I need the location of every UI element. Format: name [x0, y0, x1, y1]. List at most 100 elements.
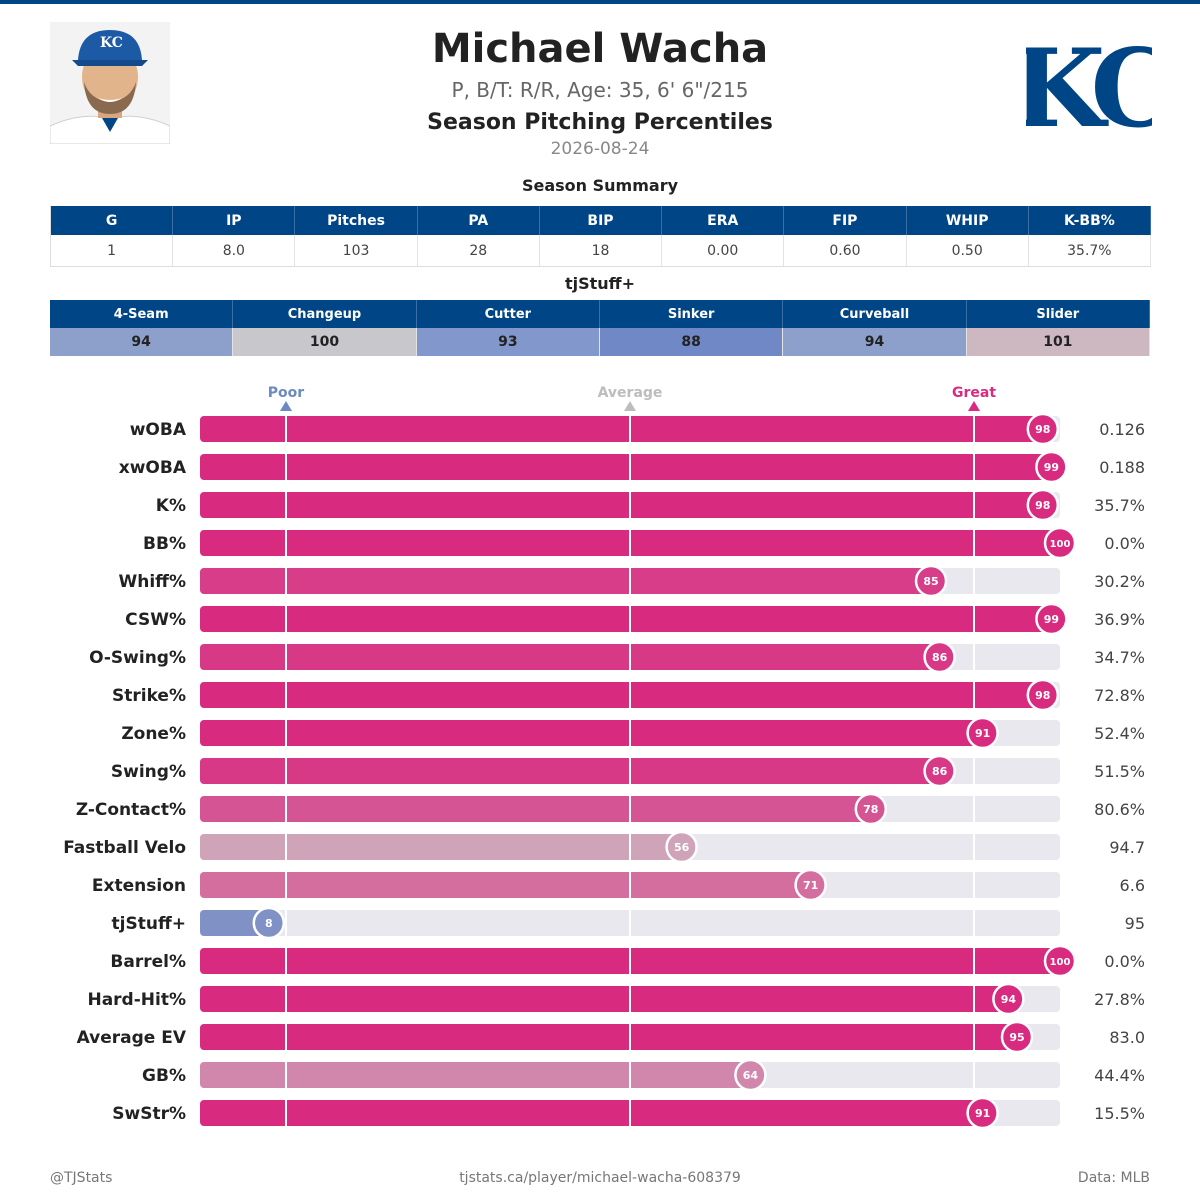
metric-value: 52.4% [1094, 724, 1145, 743]
percentile-bar [200, 1100, 983, 1126]
pitch-header-cutter: Cutter [416, 300, 600, 328]
summary-value-bip: 18 [540, 235, 663, 266]
marker-arrow-icon [968, 401, 980, 411]
report-date: 2026-08-24 [550, 139, 650, 159]
percentile-bar [200, 986, 1009, 1012]
summary-value-era: 0.00 [662, 235, 785, 266]
pitch-header-changeup: Changeup [233, 300, 417, 328]
pitch-header-4seam: 4-Seam [50, 300, 234, 328]
player-headshot: KC [50, 22, 170, 144]
percentile-label: 94 [1001, 993, 1017, 1006]
metric-label: Zone% [121, 724, 186, 744]
percentile-label: 86 [932, 651, 948, 664]
percentile-badge [1043, 526, 1077, 560]
metric-label: Extension [92, 876, 186, 896]
percentile-label: 56 [674, 841, 690, 854]
metric-value: 0.0% [1104, 952, 1145, 971]
percentile-label: 85 [923, 575, 938, 588]
summary-header-ip: IP [173, 206, 296, 235]
marker-arrow-icon [624, 401, 636, 411]
metric-label: BB% [143, 534, 186, 554]
metric-value: 0.0% [1104, 534, 1145, 553]
metric-value: 0.188 [1099, 458, 1145, 477]
percentile-label: 91 [975, 727, 990, 740]
percentile-bar [200, 492, 1043, 518]
metric-value: 35.7% [1094, 496, 1145, 515]
metric-value: 51.5% [1094, 762, 1145, 781]
percentile-badge [914, 564, 948, 598]
summary-header-g: G [51, 206, 174, 235]
percentile-bar [200, 910, 269, 936]
percentile-bar [200, 872, 811, 898]
metric-label: Average EV [77, 1028, 187, 1048]
percentile-label: 86 [932, 765, 948, 778]
percentile-bar [200, 644, 940, 670]
percentile-badge [734, 1058, 767, 1092]
marker-label: Great [952, 385, 996, 401]
percentile-bar [200, 758, 940, 784]
percentile-label: 100 [1050, 957, 1071, 968]
summary-value-pitches: 103 [295, 235, 418, 266]
metric-value: 34.7% [1094, 648, 1145, 667]
summary-header-pa: PA [417, 206, 540, 235]
pitch-value-changeup: 100 [233, 328, 417, 356]
metric-label: wOBA [130, 420, 187, 440]
footer-handle: @TJStats [50, 1170, 113, 1186]
metric-label: Swing% [111, 762, 186, 782]
metric-value: 80.6% [1094, 800, 1145, 819]
percentile-bar [200, 568, 931, 594]
percentile-label: 98 [1035, 423, 1050, 436]
summary-header-whip: WHIP [906, 206, 1029, 235]
metric-value: 0.126 [1099, 420, 1145, 439]
summary-header-fip: FIP [784, 206, 907, 235]
percentile-badge [1026, 412, 1060, 446]
metric-label: Hard-Hit% [87, 990, 186, 1010]
percentile-badge [252, 906, 286, 940]
marker-arrow-icon [280, 401, 292, 411]
percentile-badge [923, 754, 956, 788]
percentile-label: 98 [1035, 499, 1050, 512]
summary-value-ip: 8.0 [173, 235, 296, 266]
percentile-bar [200, 416, 1043, 442]
percentile-badge [1035, 602, 1068, 636]
metric-label: Z-Contact% [76, 800, 186, 820]
percentile-bar [200, 682, 1043, 708]
pitch-value-4seam: 94 [50, 328, 234, 356]
percentile-label: 64 [743, 1069, 759, 1082]
player-name: Michael Wacha [431, 26, 769, 72]
summary-value-kbb: 35.7% [1029, 235, 1151, 266]
percentile-label: 78 [863, 803, 878, 816]
percentile-badge [1043, 944, 1077, 978]
summary-title: Season Summary [521, 176, 679, 195]
tjstuff-table: 4-Seam Changeup Cutter Sinker Curveball … [50, 300, 1150, 356]
percentile-badge [1035, 450, 1068, 484]
pitch-value-sinker: 88 [599, 328, 784, 356]
footer-url[interactable]: tjstats.ca/player/michael-wacha-608379 [459, 1170, 741, 1186]
marker-label: Average [598, 385, 663, 401]
percentile-bar [200, 454, 1052, 480]
metric-label: CSW% [125, 610, 186, 630]
top-rule [0, 0, 1200, 4]
footer-source: Data: MLB [1077, 1170, 1150, 1186]
metric-label: O-Swing% [89, 648, 186, 668]
summary-value-whip: 0.50 [907, 235, 1029, 266]
summary-header-bip: BIP [539, 206, 663, 235]
percentile-bar [200, 1062, 751, 1088]
percentile-badge [1026, 678, 1060, 712]
summary-value-fip: 0.60 [784, 235, 907, 266]
summary-value-g: 1 [51, 235, 174, 266]
metric-value: 44.4% [1094, 1066, 1145, 1085]
player-bio: P, B/T: R/R, Age: 35, 6' 6"/215 [451, 78, 749, 102]
summary-header-era: ERA [662, 206, 785, 235]
metric-value: 95 [1125, 914, 1145, 933]
percentile-badge [794, 868, 827, 902]
metric-value: 30.2% [1094, 572, 1145, 591]
percentile-label: 95 [1009, 1031, 1024, 1044]
metric-value: 27.8% [1094, 990, 1145, 1009]
pitch-value-cutter: 93 [416, 328, 600, 356]
percentile-badge [992, 982, 1025, 1016]
metric-value: 94.7 [1109, 838, 1145, 857]
metric-value: 36.9% [1094, 610, 1145, 629]
pitch-header-sinker: Sinker [599, 300, 784, 328]
pitch-header-slider: Slider [966, 300, 1150, 328]
